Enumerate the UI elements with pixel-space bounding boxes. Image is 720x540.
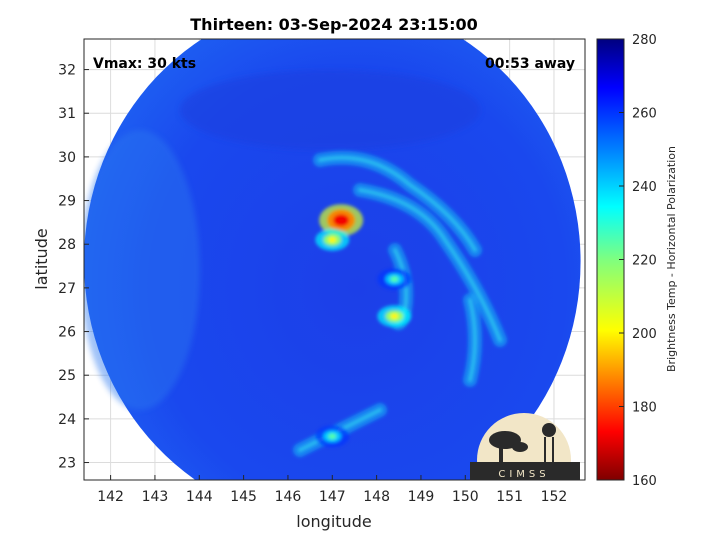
y-tick-label: 28 (58, 237, 76, 253)
x-tick-label: 152 (541, 489, 568, 505)
y-tick-label: 23 (58, 456, 76, 472)
y-tick-label: 32 (58, 63, 76, 79)
colorbar-tick-label: 160 (632, 474, 657, 489)
brightness-temp-swath (84, 39, 581, 480)
y-tick-label: 31 (58, 106, 76, 122)
rainband-core (318, 155, 477, 252)
southern-band (328, 433, 337, 440)
swath-disc (84, 39, 581, 480)
x-axis-ticks: 142 143 144 145 146 147 148 149 150 151 152 (97, 475, 567, 505)
colorbar-tick-label: 280 (632, 33, 657, 48)
eye-core (333, 214, 350, 227)
y-tick-label: 27 (58, 281, 76, 297)
y-tick-label: 25 (58, 368, 76, 384)
swath-west-haze (84, 130, 200, 410)
y-tick-label: 26 (58, 325, 76, 341)
y-axis-ticks: 23 24 25 26 27 28 29 30 31 32 (58, 63, 89, 472)
colorbar-tick-label: 220 (632, 254, 657, 269)
axes-frame (83, 38, 586, 481)
rainband-core (468, 298, 477, 382)
colorbar-label: Brightness Temp - Horizontal Polarizatio… (665, 146, 678, 372)
swath-north-haze (180, 70, 480, 150)
y-tick-label: 29 (58, 194, 76, 210)
colorbar-tick-label: 240 (632, 180, 657, 195)
y-tick-label: 30 (58, 150, 76, 166)
x-tick-label: 145 (230, 489, 257, 505)
colorbar: 160 180 200 220 240 260 280 Brightness Temp - … (596, 33, 678, 489)
vmax-annotation: Vmax: 30 kts (93, 56, 196, 72)
x-tick-label: 149 (408, 489, 435, 505)
x-tick-label: 150 (452, 489, 479, 505)
y-tick-label: 24 (58, 412, 76, 428)
rainband-core (358, 188, 502, 342)
time-offset-annotation: 00:53 away (485, 56, 575, 72)
x-tick-label: 147 (319, 489, 346, 505)
cimss-logo: CIMSS (470, 413, 580, 480)
rainband-mid (390, 276, 399, 283)
colorbar-tick-label: 200 (632, 327, 657, 342)
x-tick-label: 144 (186, 489, 213, 505)
x-tick-label: 142 (97, 489, 124, 505)
y-axis-label: latitude (32, 228, 51, 289)
x-tick-label: 148 (363, 489, 390, 505)
cimss-logo-text: CIMSS (498, 469, 549, 480)
x-tick-label: 151 (496, 489, 523, 505)
x-tick-label: 146 (275, 489, 302, 505)
colorbar-tick-label: 260 (632, 107, 657, 122)
colorbar-ticks: 160 180 200 220 240 260 280 (619, 33, 657, 489)
colorbar-tick-label: 180 (632, 401, 657, 416)
chart-title: Thirteen: 03-Sep-2024 23:15:00 (190, 15, 477, 34)
x-axis-label: longitude (296, 512, 371, 531)
x-tick-label: 143 (142, 489, 169, 505)
rainband-core (390, 313, 399, 320)
eye-wall-south (328, 236, 337, 243)
